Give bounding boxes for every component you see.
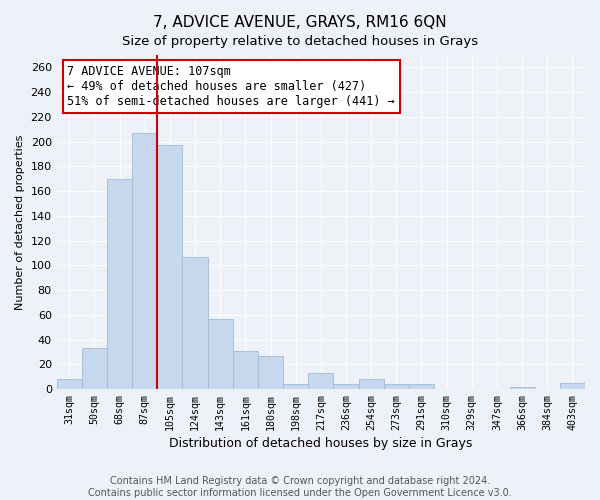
Text: 7 ADVICE AVENUE: 107sqm
← 49% of detached houses are smaller (427)
51% of semi-d: 7 ADVICE AVENUE: 107sqm ← 49% of detache…: [67, 65, 395, 108]
Bar: [283, 384, 308, 389]
Bar: [409, 384, 434, 389]
Text: 7, ADVICE AVENUE, GRAYS, RM16 6QN: 7, ADVICE AVENUE, GRAYS, RM16 6QN: [153, 15, 447, 30]
Bar: [56, 380, 82, 389]
Bar: [82, 348, 107, 389]
Bar: [258, 356, 283, 389]
Text: Contains HM Land Registry data © Crown copyright and database right 2024.
Contai: Contains HM Land Registry data © Crown c…: [88, 476, 512, 498]
Bar: [509, 386, 535, 389]
Bar: [384, 384, 409, 389]
Bar: [157, 146, 182, 389]
Bar: [233, 351, 258, 389]
Bar: [182, 257, 208, 389]
Bar: [560, 383, 585, 389]
Bar: [359, 380, 384, 389]
Bar: [132, 133, 157, 389]
Text: Size of property relative to detached houses in Grays: Size of property relative to detached ho…: [122, 35, 478, 48]
Bar: [107, 179, 132, 389]
Bar: [208, 318, 233, 389]
Y-axis label: Number of detached properties: Number of detached properties: [15, 134, 25, 310]
Bar: [308, 373, 334, 389]
Bar: [334, 384, 359, 389]
X-axis label: Distribution of detached houses by size in Grays: Distribution of detached houses by size …: [169, 437, 473, 450]
